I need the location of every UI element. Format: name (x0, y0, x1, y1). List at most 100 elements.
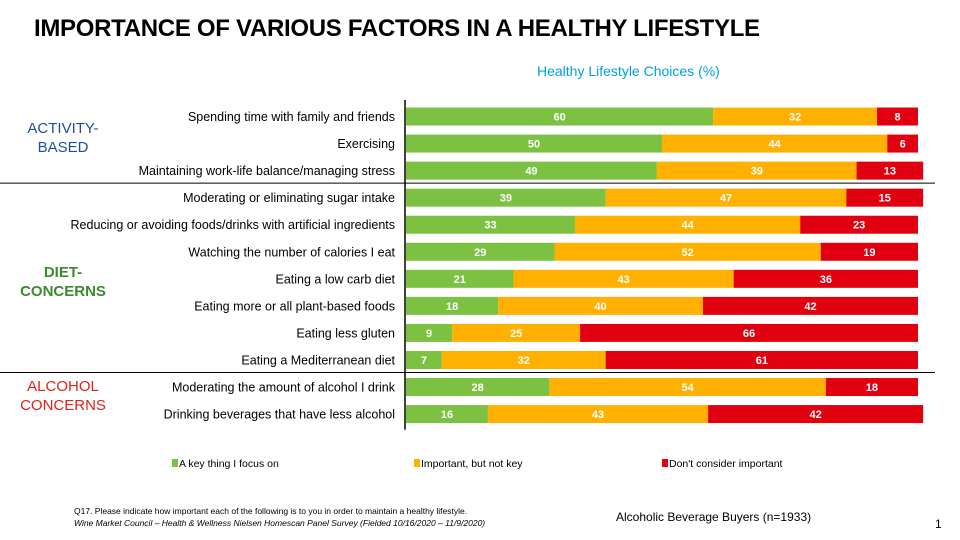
category-labels: Spending time with family and friends Exe… (71, 110, 396, 422)
category-label: Reducing or avoiding foods/drinks with a… (71, 218, 395, 232)
data-label: 28 (472, 382, 484, 394)
data-label: 50 (528, 139, 540, 151)
data-label: 54 (681, 382, 694, 394)
bar-segment (702, 296, 918, 315)
data-label: 42 (804, 301, 816, 313)
footnote-question: Q17. Please indicate how important each … (74, 506, 468, 516)
data-label: 29 (474, 247, 486, 259)
category-label: Drinking beverages that have less alcoho… (164, 408, 395, 422)
bar-segment (513, 269, 734, 288)
bar-segment (877, 107, 918, 126)
axes-layer (0, 100, 935, 430)
bar-segment (406, 161, 657, 180)
bar-segment (441, 350, 606, 369)
group-label-line: CONCERNS (20, 397, 106, 414)
data-label: 23 (853, 220, 865, 232)
bar-segment (656, 161, 857, 180)
data-label: 9 (426, 328, 432, 340)
bar-segment (800, 215, 918, 234)
legend-swatch (414, 459, 420, 467)
data-label: 32 (518, 355, 530, 367)
category-label: Eating a low carb diet (275, 272, 395, 286)
category-label: Exercising (337, 137, 395, 151)
bar-segment (406, 405, 488, 424)
data-label: 49 (525, 166, 537, 178)
bar-segment (406, 242, 555, 261)
page-title: IMPORTANCE OF VARIOUS FACTORS IN A HEALT… (34, 15, 760, 42)
bar-segment (406, 269, 514, 288)
bar-segment (406, 188, 606, 207)
bar-segment (406, 378, 550, 397)
data-label: 16 (441, 409, 453, 421)
data-label: 39 (751, 166, 763, 178)
bar-segment (605, 350, 918, 369)
data-label: 60 (553, 112, 565, 124)
category-label: Eating more or all plant-based foods (194, 299, 395, 313)
legend-label: Don't consider important (669, 458, 783, 470)
bar-segment (487, 405, 709, 424)
category-label: Watching the number of calories I eat (188, 245, 395, 259)
legend-swatch (172, 459, 178, 467)
bar-segment (856, 161, 924, 180)
data-label: 7 (421, 355, 427, 367)
bar-segment (406, 296, 499, 315)
bar-segment (498, 296, 703, 315)
bar-segment (406, 215, 575, 234)
group-label-line: ALCOHOL (27, 378, 99, 395)
category-label: Eating less gluten (296, 326, 395, 340)
bars-layer: 60 32 8 50 44 6 49 39 13 39 47 15 33 44 23 29 52 19 21 43 36… (406, 107, 924, 424)
bar-segment (580, 323, 918, 342)
legend: A key thing I focus on Important, but not… (172, 458, 783, 470)
group-label-line: ACTIVITY- (27, 120, 99, 137)
data-label: 6 (900, 139, 906, 151)
bar-segment (846, 188, 924, 207)
data-label: 8 (894, 112, 900, 124)
category-label: Moderating or eliminating sugar intake (183, 191, 395, 205)
bar-segment (574, 215, 801, 234)
chart-title: Healthy Lifestyle Choices (%) (537, 63, 720, 79)
data-label: 13 (884, 166, 896, 178)
group-label-line: DIET- (43, 264, 83, 281)
data-label: 43 (617, 274, 629, 286)
group-label-diet: DIET- CONCERNS (8, 263, 118, 301)
legend-label: A key thing I focus on (179, 458, 279, 470)
bar-segment (820, 242, 918, 261)
page-number: 1 (935, 517, 942, 531)
bar-segment (406, 350, 442, 369)
footnote: Q17. Please indicate how important each … (74, 505, 485, 529)
bar-segment (549, 378, 826, 397)
data-label: 66 (743, 328, 755, 340)
bar-segment (825, 378, 918, 397)
data-label: 33 (484, 220, 496, 232)
data-label: 18 (866, 382, 878, 394)
data-label: 44 (681, 220, 694, 232)
category-label: Spending time with family and friends (188, 110, 395, 124)
bar-segment (708, 405, 924, 424)
footnote-source: Wine Market Council – Health & Wellness … (74, 518, 486, 528)
data-label: 25 (510, 328, 522, 340)
bar-segment (605, 188, 847, 207)
data-label: 15 (879, 193, 891, 205)
base-note: Alcoholic Beverage Buyers (n=1933) (616, 510, 812, 524)
data-label: 44 (769, 139, 782, 151)
data-label: 19 (863, 247, 875, 259)
bar-segment (452, 323, 581, 342)
bar-segment (887, 134, 918, 153)
group-label-line: BASED (37, 139, 89, 156)
legend-label: Important, but not key (421, 458, 523, 470)
data-label: 47 (720, 193, 732, 205)
bar-segment (662, 134, 888, 153)
legend-swatch (662, 459, 668, 467)
data-label: 36 (820, 274, 832, 286)
data-label: 42 (809, 409, 821, 421)
data-label: 21 (454, 274, 466, 286)
data-label: 61 (756, 355, 768, 367)
group-label-line: CONCERNS (20, 283, 106, 300)
data-label: 39 (500, 193, 512, 205)
data-label: 18 (446, 301, 458, 313)
data-label: 43 (592, 409, 604, 421)
group-label-activity: ACTIVITY- BASED (8, 119, 118, 157)
bar-segment (406, 107, 714, 126)
data-label: 32 (789, 112, 801, 124)
